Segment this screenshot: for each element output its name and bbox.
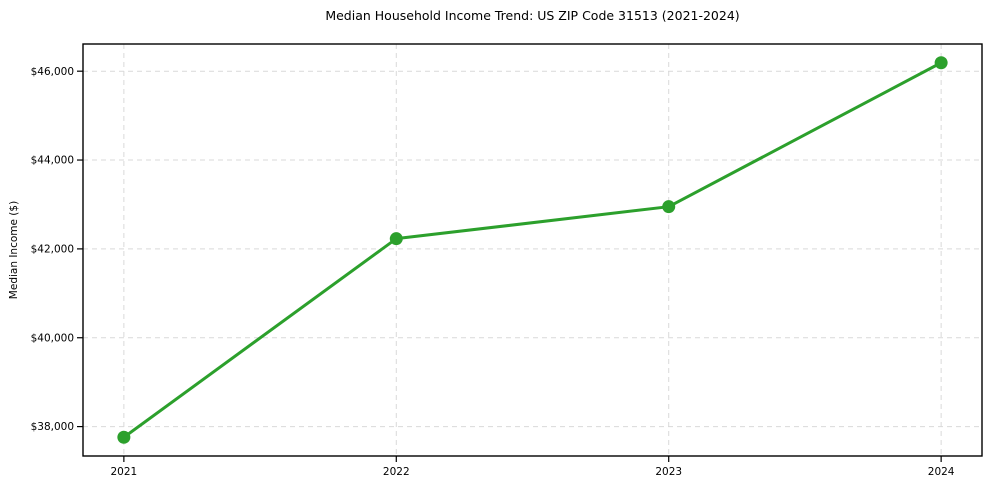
data-point-2024	[934, 56, 948, 70]
y-tick-label: $44,000	[31, 155, 74, 167]
y-tick-label: $38,000	[31, 421, 74, 433]
x-tick-label: 2021	[110, 466, 137, 478]
data-point-2021	[117, 430, 131, 444]
x-tick-label: 2023	[655, 466, 682, 478]
x-tick-label: 2024	[928, 466, 955, 478]
y-tick-label: $40,000	[31, 332, 74, 344]
data-point-2022	[389, 232, 403, 246]
chart-title: Median Household Income Trend: US ZIP Co…	[325, 8, 740, 23]
trend-line	[122, 61, 943, 439]
y-tick-label: $46,000	[31, 66, 74, 78]
y-tick-label: $42,000	[31, 243, 74, 255]
plot-border	[82, 43, 983, 457]
x-tick-label: 2022	[383, 466, 410, 478]
data-point-2023	[662, 200, 676, 214]
